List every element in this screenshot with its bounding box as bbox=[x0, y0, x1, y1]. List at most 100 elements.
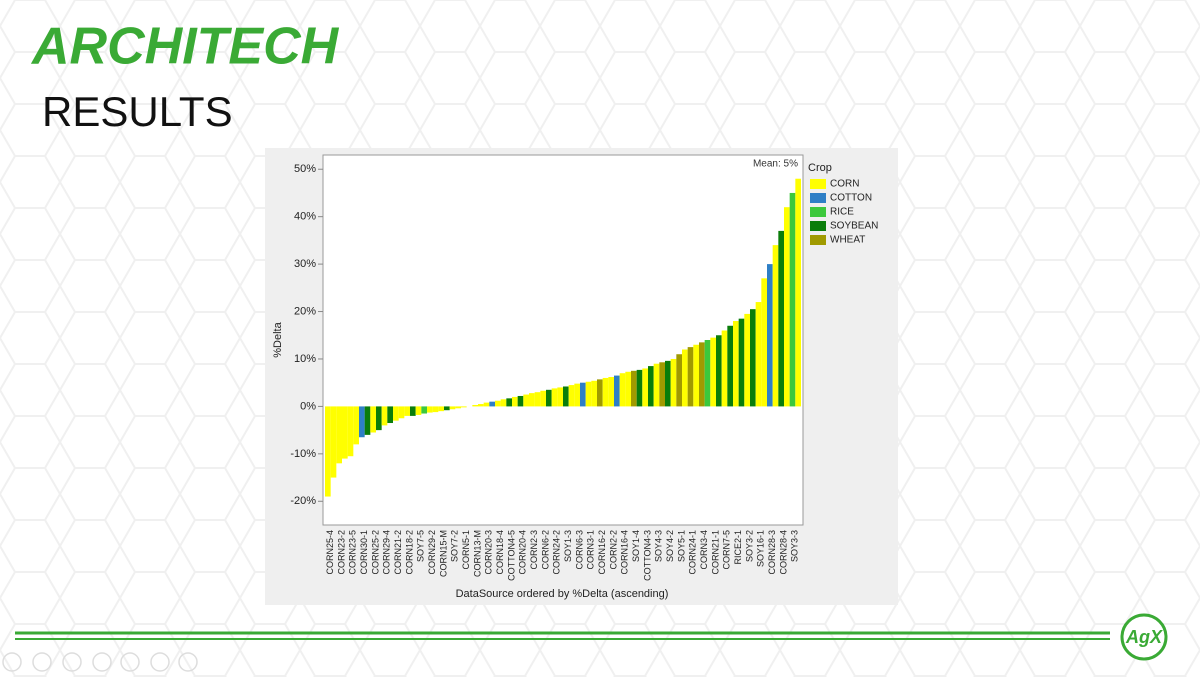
bar bbox=[489, 401, 495, 407]
nav-more[interactable] bbox=[178, 652, 198, 672]
bar bbox=[410, 406, 416, 416]
legend-swatch bbox=[810, 235, 826, 245]
x-tick-label: SOY7-2 bbox=[450, 530, 460, 562]
x-tick-label: CORN21-2 bbox=[393, 530, 403, 575]
bar bbox=[325, 406, 331, 497]
bar bbox=[478, 404, 484, 407]
x-tick-label: CORN2-3 bbox=[529, 530, 539, 570]
bar bbox=[393, 406, 399, 421]
y-tick-label: 30% bbox=[294, 258, 316, 270]
x-tick-label: CORN21-1 bbox=[710, 530, 720, 575]
x-tick-label: CORN20-3 bbox=[484, 530, 494, 575]
x-tick-label: CORN23-5 bbox=[348, 530, 358, 575]
x-tick-label: CORN3-4 bbox=[699, 530, 709, 570]
x-tick-label: SOY16-1 bbox=[756, 530, 766, 567]
badge-text: AgX bbox=[1125, 627, 1163, 647]
legend-swatch bbox=[810, 207, 826, 217]
bar bbox=[353, 406, 359, 445]
x-tick-label: CORN24-2 bbox=[552, 530, 562, 575]
x-tick-label: CORN6-3 bbox=[574, 530, 584, 570]
bar bbox=[602, 377, 609, 407]
bar bbox=[342, 406, 348, 459]
bar bbox=[495, 400, 501, 407]
logo: ARCHITECH bbox=[30, 18, 340, 76]
y-tick-label: -20% bbox=[290, 495, 316, 507]
bar bbox=[376, 406, 382, 431]
bar bbox=[529, 393, 535, 407]
bar bbox=[733, 321, 739, 407]
bar bbox=[568, 385, 575, 407]
bar bbox=[614, 375, 620, 407]
bar bbox=[330, 406, 337, 478]
bar bbox=[789, 192, 796, 407]
bar bbox=[716, 335, 722, 407]
legend-label: RICE bbox=[830, 207, 854, 218]
mean-annotation: Mean: 5% bbox=[753, 159, 798, 170]
nav-back[interactable] bbox=[2, 652, 22, 672]
legend-label: CORN bbox=[830, 179, 859, 190]
bar bbox=[631, 370, 637, 407]
x-tick-label: CORN29-4 bbox=[382, 530, 392, 575]
bar bbox=[659, 362, 665, 407]
bar bbox=[472, 404, 478, 407]
bar bbox=[438, 406, 444, 412]
bar bbox=[636, 369, 643, 407]
bar bbox=[597, 379, 603, 407]
legend-label: SOYBEAN bbox=[830, 221, 878, 232]
bar bbox=[727, 325, 733, 407]
bar bbox=[795, 178, 801, 407]
bar bbox=[540, 390, 546, 407]
bar bbox=[563, 386, 569, 407]
bar bbox=[653, 363, 660, 407]
bar bbox=[449, 406, 456, 410]
x-tick-label: CORN15-M bbox=[438, 530, 448, 577]
x-tick-label: CORN28-3 bbox=[767, 530, 777, 575]
bar bbox=[625, 371, 631, 407]
bar bbox=[699, 342, 705, 407]
bar bbox=[619, 373, 626, 407]
nav-slides[interactable] bbox=[92, 652, 112, 672]
y-tick-label: 40% bbox=[294, 211, 316, 223]
x-tick-label: CORN13-M bbox=[472, 530, 482, 577]
x-tick-label: SOY4-3 bbox=[654, 530, 664, 562]
bar bbox=[512, 396, 518, 407]
legend-label: COTTON bbox=[830, 193, 872, 204]
y-tick-label: 10% bbox=[294, 353, 316, 365]
legend-swatch bbox=[810, 179, 826, 189]
x-tick-label: CORN16-2 bbox=[597, 530, 607, 575]
bar bbox=[517, 395, 524, 407]
x-tick-label: COTTON4-3 bbox=[642, 530, 652, 581]
bar bbox=[421, 406, 427, 414]
y-tick-label: -10% bbox=[290, 448, 316, 460]
bar bbox=[750, 309, 756, 407]
x-tick-label: CORN20-4 bbox=[518, 530, 528, 575]
x-tick-label: CORN3-1 bbox=[586, 530, 596, 570]
bar bbox=[665, 360, 671, 407]
bar bbox=[432, 406, 439, 413]
bar bbox=[755, 302, 762, 407]
x-tick-label: CORN25-2 bbox=[370, 530, 380, 575]
bar bbox=[506, 398, 512, 407]
nav-camera[interactable] bbox=[150, 652, 170, 672]
y-tick-label: 20% bbox=[294, 305, 316, 317]
nav-pen[interactable] bbox=[62, 652, 82, 672]
x-tick-label: CORN25-4 bbox=[325, 530, 335, 575]
x-tick-label: CORN23-2 bbox=[336, 530, 346, 575]
bar bbox=[744, 313, 750, 407]
x-tick-label: SOY3-3 bbox=[790, 530, 800, 562]
x-tick-label: CORN5-1 bbox=[461, 530, 471, 570]
bar bbox=[336, 406, 342, 464]
x-tick-label: RICE2-1 bbox=[733, 530, 743, 565]
x-tick-label: CORN29-2 bbox=[427, 530, 437, 575]
legend-swatch bbox=[810, 221, 826, 231]
bar bbox=[710, 337, 716, 407]
x-tick-label: CORN18-2 bbox=[404, 530, 414, 575]
nav-forward[interactable] bbox=[32, 652, 52, 672]
y-axis-label: %Delta bbox=[272, 321, 284, 357]
nav-controls[interactable] bbox=[2, 652, 198, 672]
bar bbox=[721, 330, 728, 407]
bar bbox=[778, 230, 784, 407]
bar bbox=[761, 278, 767, 407]
nav-zoom[interactable] bbox=[120, 652, 140, 672]
bar bbox=[772, 245, 779, 407]
